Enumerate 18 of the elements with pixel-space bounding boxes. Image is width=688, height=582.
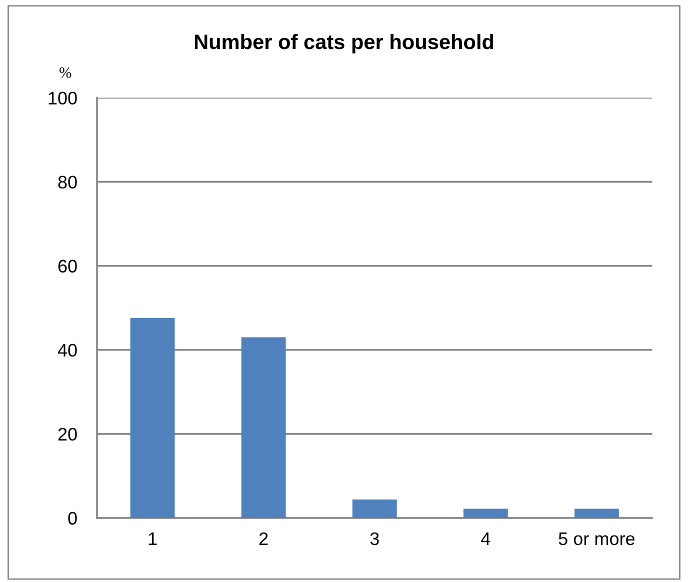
y-tick-label: 20 [58,428,77,441]
x-tick-label: 1 [148,532,157,545]
bar [463,508,508,518]
y-tick-label: 80 [58,176,77,189]
x-tick-label: 3 [370,532,379,546]
bar [241,337,286,518]
bar [352,499,397,518]
chart-title: Number of cats per household [194,34,494,54]
y-tick-label: 0 [68,512,77,525]
x-tick-label: 5 or more [558,532,635,546]
x-tick-label: 4 [481,532,490,545]
x-tick-label: 2 [259,532,268,545]
y-tick-label: 40 [58,344,77,357]
y-tick-label: 100 [48,92,77,104]
bar [574,508,619,518]
bar [130,318,175,518]
y-tick-label: 60 [58,260,77,273]
y-axis-title: % [60,67,72,78]
